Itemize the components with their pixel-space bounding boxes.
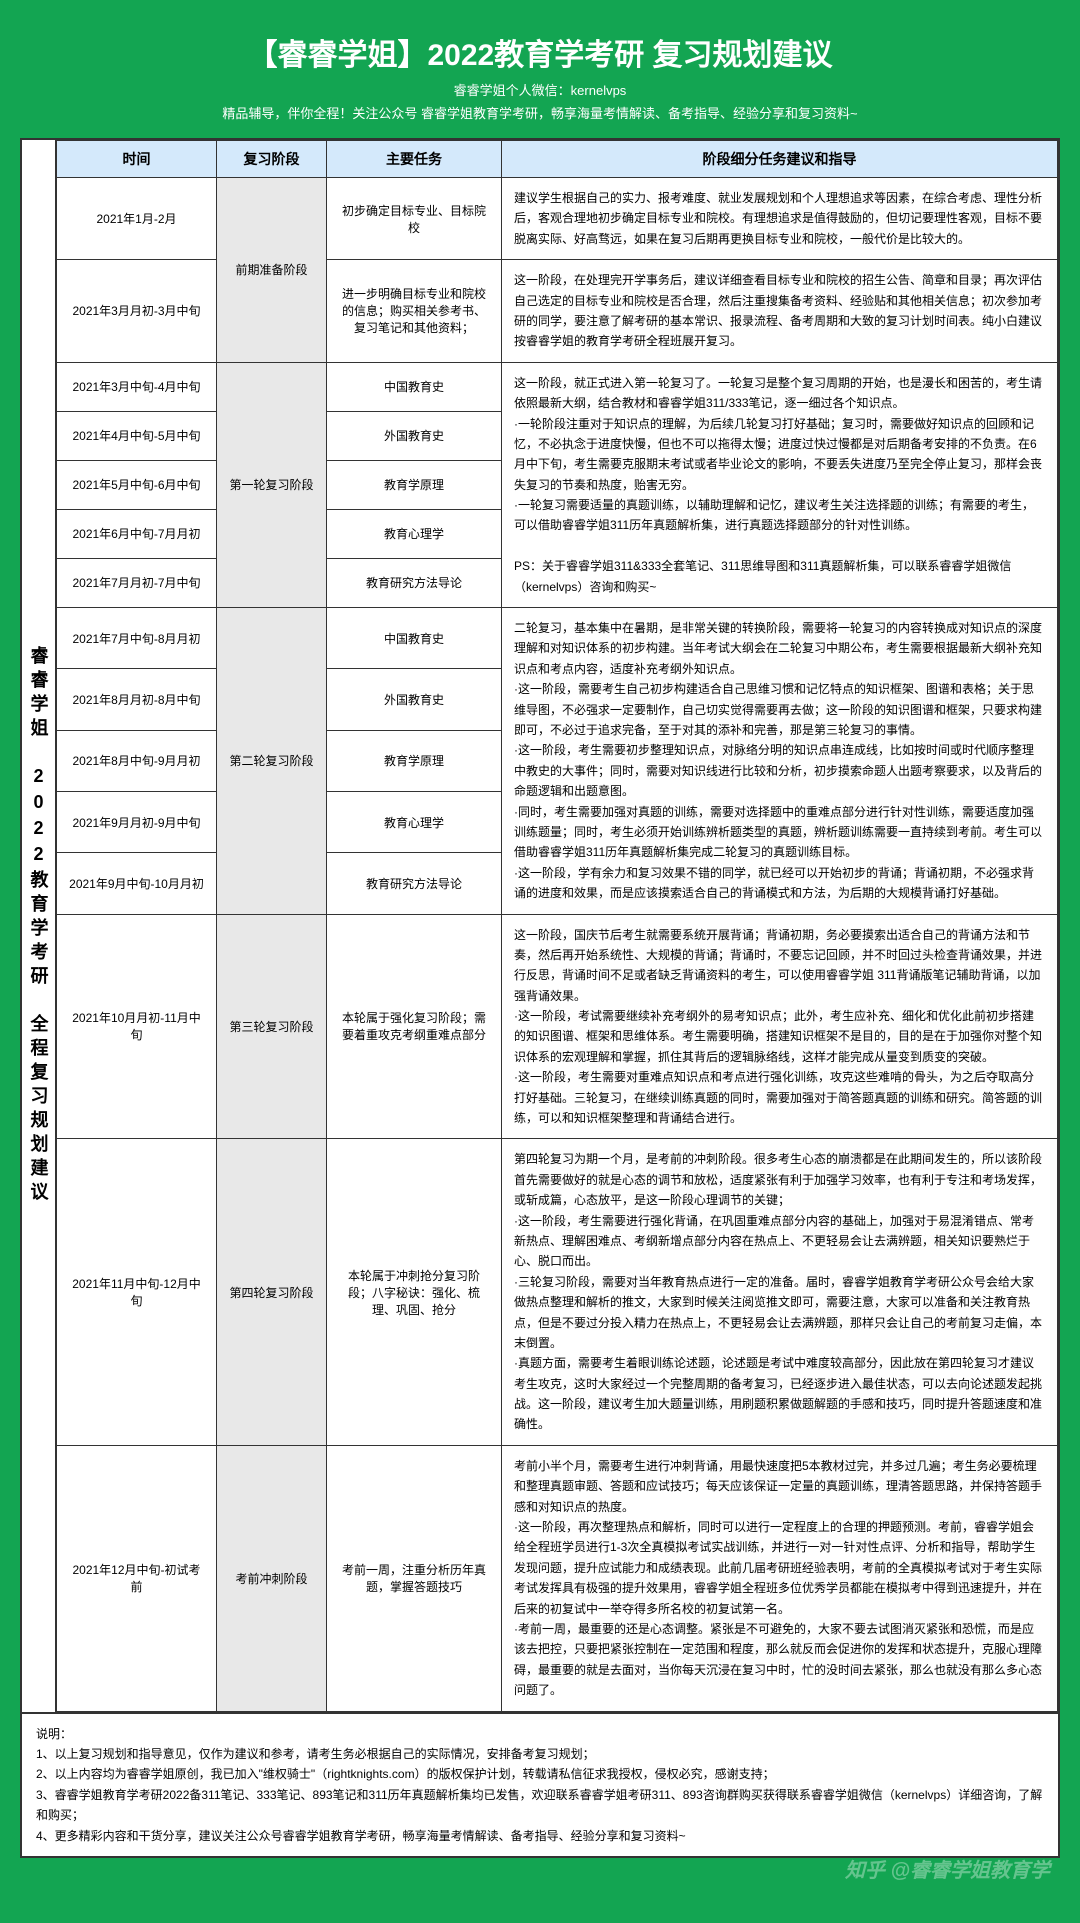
task-cell: 外国教育史 [327,411,502,460]
note-item: 1、以上复习规划和指导意见，仅作为建议和参考，请考生务必根据自己的实际情况，安排… [36,1744,1044,1764]
detail-cell: 这一阶段，就正式进入第一轮复习了。一轮复习是整个复习周期的开始，也是漫长和困苦的… [502,362,1058,607]
time-cell: 2021年11月中旬-12月中旬 [57,1139,217,1445]
time-cell: 2021年4月中旬-5月中旬 [57,411,217,460]
col-detail: 阶段细分任务建议和指导 [502,141,1058,178]
notes-title: 说明： [36,1724,1044,1744]
col-time: 时间 [57,141,217,178]
side-title: 睿睿学姐 2022教育学考研 全程复习规划建议 [22,140,56,1712]
task-cell: 本轮属于强化复习阶段；需要着重攻克考纲重难点部分 [327,914,502,1139]
phase-cell: 前期准备阶段 [217,178,327,363]
time-cell: 2021年7月中旬-8月月初 [57,608,217,669]
phase-cell: 考前冲刺阶段 [217,1445,327,1711]
note-item: 3、睿睿学姐教育学考研2022备311笔记、333笔记、893笔记和311历年真… [36,1785,1044,1826]
col-phase: 复习阶段 [217,141,327,178]
task-cell: 初步确定目标专业、目标院校 [327,178,502,260]
phase-cell: 第四轮复习阶段 [217,1139,327,1445]
time-cell: 2021年8月中旬-9月月初 [57,730,217,791]
notes-block: 说明： 1、以上复习规划和指导意见，仅作为建议和参考，请考生务必根据自己的实际情… [20,1714,1060,1858]
time-cell: 2021年12月中旬-初试考前 [57,1445,217,1711]
task-cell: 中国教育史 [327,608,502,669]
col-task: 主要任务 [327,141,502,178]
detail-cell: 考前小半个月，需要考生进行冲刺背诵，用最快速度把5本教材过完，并多过几遍；考生务… [502,1445,1058,1711]
note-item: 4、更多精彩内容和干货分享，建议关注公众号睿睿学姐教育学考研，畅享海量考情解读、… [36,1826,1044,1846]
time-cell: 2021年3月中旬-4月中旬 [57,362,217,411]
time-cell: 2021年8月月初-8月中旬 [57,669,217,730]
detail-cell: 这一阶段，在处理完开学事务后，建议详细查看目标专业和院校的招生公告、简章和目录；… [502,260,1058,363]
detail-cell: 二轮复习，基本集中在暑期，是非常关键的转换阶段，需要将一轮复习的内容转换成对知识… [502,608,1058,914]
task-cell: 教育心理学 [327,509,502,558]
time-cell: 2021年5月中旬-6月中旬 [57,460,217,509]
task-cell: 教育学原理 [327,460,502,509]
time-cell: 2021年9月月初-9月中旬 [57,791,217,852]
subtitle-desc: 精品辅导，伴你全程！关注公众号 睿睿学姐教育学考研，畅享海量考情解读、备考指导、… [20,103,1060,122]
time-cell: 2021年9月中旬-10月月初 [57,853,217,914]
task-cell: 本轮属于冲刺抢分复习阶段；八字秘诀：强化、梳理、巩固、抢分 [327,1139,502,1445]
page-title: 【睿睿学姐】2022教育学考研 复习规划建议 [20,30,1060,74]
plan-table: 时间 复习阶段 主要任务 阶段细分任务建议和指导 2021年1月-2月前期准备阶… [56,140,1058,1712]
detail-cell: 第四轮复习为期一个月，是考前的冲刺阶段。很多考生心态的崩溃都是在此期间发生的，所… [502,1139,1058,1445]
task-cell: 教育学原理 [327,730,502,791]
task-cell: 教育心理学 [327,791,502,852]
time-cell: 2021年1月-2月 [57,178,217,260]
phase-cell: 第一轮复习阶段 [217,362,327,607]
subtitle-wechat: 睿睿学姐个人微信：kernelvps [20,80,1060,99]
phase-cell: 第二轮复习阶段 [217,608,327,914]
time-cell: 2021年6月中旬-7月月初 [57,509,217,558]
phase-cell: 第三轮复习阶段 [217,914,327,1139]
task-cell: 中国教育史 [327,362,502,411]
task-cell: 教育研究方法导论 [327,558,502,607]
time-cell: 2021年3月月初-3月中旬 [57,260,217,363]
time-cell: 2021年7月月初-7月中旬 [57,558,217,607]
task-cell: 外国教育史 [327,669,502,730]
time-cell: 2021年10月月初-11月中旬 [57,914,217,1139]
watermark: 知乎 @睿睿学姐教育学 [845,1854,1050,1883]
detail-cell: 建议学生根据自己的实力、报考难度、就业发展规划和个人理想追求等因素，在综合考虑、… [502,178,1058,260]
note-item: 2、以上内容均为睿睿学姐原创，我已加入"维权骑士"（rightknights.c… [36,1764,1044,1784]
task-cell: 进一步明确目标专业和院校的信息；购买相关参考书、复习笔记和其他资料； [327,260,502,363]
task-cell: 考前一周，注重分析历年真题，掌握答题技巧 [327,1445,502,1711]
detail-cell: 这一阶段，国庆节后考生就需要系统开展背诵；背诵初期，务必要摸索出适合自己的背诵方… [502,914,1058,1139]
task-cell: 教育研究方法导论 [327,853,502,914]
